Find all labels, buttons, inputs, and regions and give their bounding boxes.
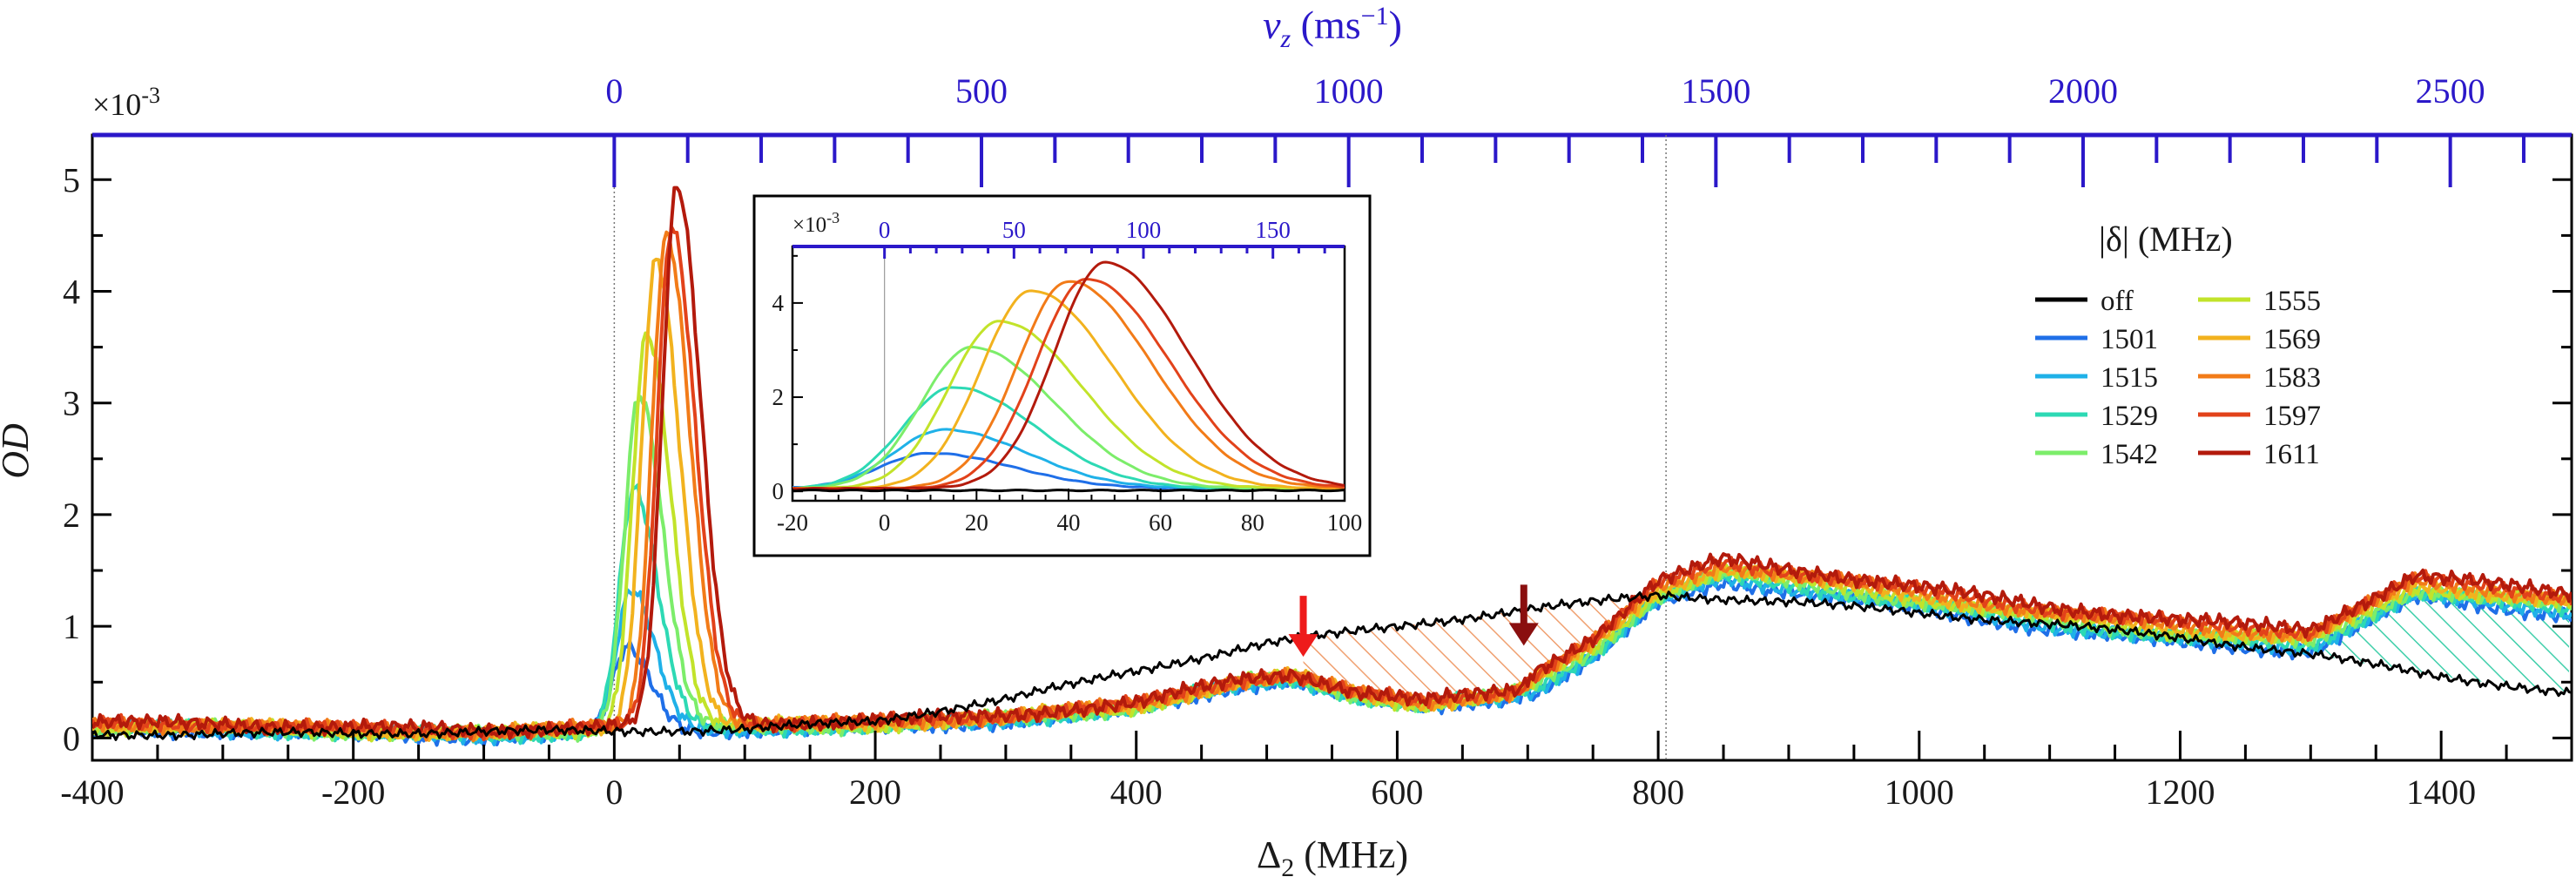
legend-label: 1583 [2263, 362, 2321, 394]
inset-series-line-1555 [792, 320, 1345, 490]
inset-x-tick-label: 0 [879, 509, 891, 536]
x-tick-label: -400 [60, 772, 124, 812]
x-tick-label: 1400 [2406, 772, 2476, 812]
y-tick-label: 0 [63, 718, 80, 758]
inset-x-tick-label: 100 [1327, 509, 1363, 536]
arrow-head [1288, 634, 1318, 658]
x-tick-label: 600 [1371, 772, 1423, 812]
x-tick-label: 1200 [2145, 772, 2215, 812]
inset-box [752, 194, 1372, 557]
legend-label: 1515 [2101, 362, 2158, 394]
x-tick-label: 0 [605, 772, 623, 812]
legend: |δ| (MHz) off 1501 1515 1529 1542 1555 1569 158… [2035, 219, 2321, 470]
hatch-region-teal [2323, 592, 2570, 693]
top-tick-label: 500 [955, 71, 1008, 111]
inset-top-tick-label: 0 [879, 217, 891, 243]
inset-series-line-1611 [792, 260, 1345, 490]
legend-label: 1597 [2263, 401, 2321, 432]
x-tick-label: 200 [849, 772, 901, 812]
series-group [92, 186, 2572, 747]
y-multiplier: ×10-3 [92, 83, 160, 122]
inset-y-multiplier: ×10-3 [792, 209, 840, 237]
legend-label: 1611 [2263, 439, 2320, 470]
x-tick-label: -200 [321, 772, 385, 812]
series-line-off [92, 590, 2572, 741]
legend-label: 1569 [2263, 324, 2321, 355]
legend-label: 1529 [2101, 401, 2158, 432]
y-axis-label: OD [0, 423, 37, 479]
y-tick-label: 3 [63, 384, 80, 423]
arrows [1288, 584, 1539, 658]
top-tick-label: 1000 [1314, 71, 1384, 111]
y-ticks: 0 1 2 3 4 5 [63, 160, 2572, 758]
inset-y-tick-label: 2 [772, 384, 785, 410]
x-tick-label: 1000 [1885, 772, 1954, 812]
inset-x-tick-label: -20 [777, 509, 808, 536]
legend-label: 1542 [2101, 439, 2158, 470]
y-tick-label: 4 [63, 273, 80, 312]
top-tick-label: 0 [605, 71, 623, 111]
inset-series-line-1569 [792, 289, 1345, 490]
inset-top-tick-label: 50 [1002, 217, 1026, 243]
hatched-regions [1303, 592, 2570, 705]
x-ticks: -400 -200 0 200 400 600 800 1000 1200 1400 [60, 731, 2573, 812]
inset-y-tick-label: 0 [772, 478, 785, 504]
inset-top-tick-label: 150 [1255, 217, 1291, 243]
y-tick-label: 2 [63, 496, 80, 535]
top-tick-label: 1500 [1681, 71, 1750, 111]
top-tick-label: 2000 [2048, 71, 2118, 111]
inset-top-tick-label: 100 [1126, 217, 1162, 243]
y-tick-label: 1 [63, 607, 80, 646]
legend-label: 1555 [2263, 286, 2321, 317]
legend-label: 1501 [2101, 324, 2158, 355]
top-axis-label: vz (ms−1) [1263, 2, 1402, 53]
y-tick-label: 5 [63, 160, 80, 199]
top-tick-label: 2500 [2416, 71, 2485, 111]
legend-label: off [2101, 286, 2134, 317]
legend-title: |δ| (MHz) [2099, 219, 2233, 259]
inset-y-tick-label: 4 [772, 290, 785, 316]
inset: -20 0 20 40 60 80 100 0 2 4 0 50 100 150 ×10-3 [752, 194, 1372, 557]
inset-x-tick-label: 20 [965, 509, 988, 536]
hatch-region-orange [1303, 597, 1643, 705]
x-tick-label: 400 [1110, 772, 1163, 812]
arrow-head [1508, 623, 1539, 646]
inset-x-tick-label: 60 [1149, 509, 1172, 536]
x-tick-label: 800 [1632, 772, 1684, 812]
x-axis-label: Δ2 (MHz) [1257, 833, 1408, 877]
inset-x-tick-label: 40 [1057, 509, 1081, 536]
top-axis-ticks: 0 500 1000 1500 2000 2500 [605, 71, 2525, 187]
inset-x-tick-label: 80 [1241, 509, 1264, 536]
